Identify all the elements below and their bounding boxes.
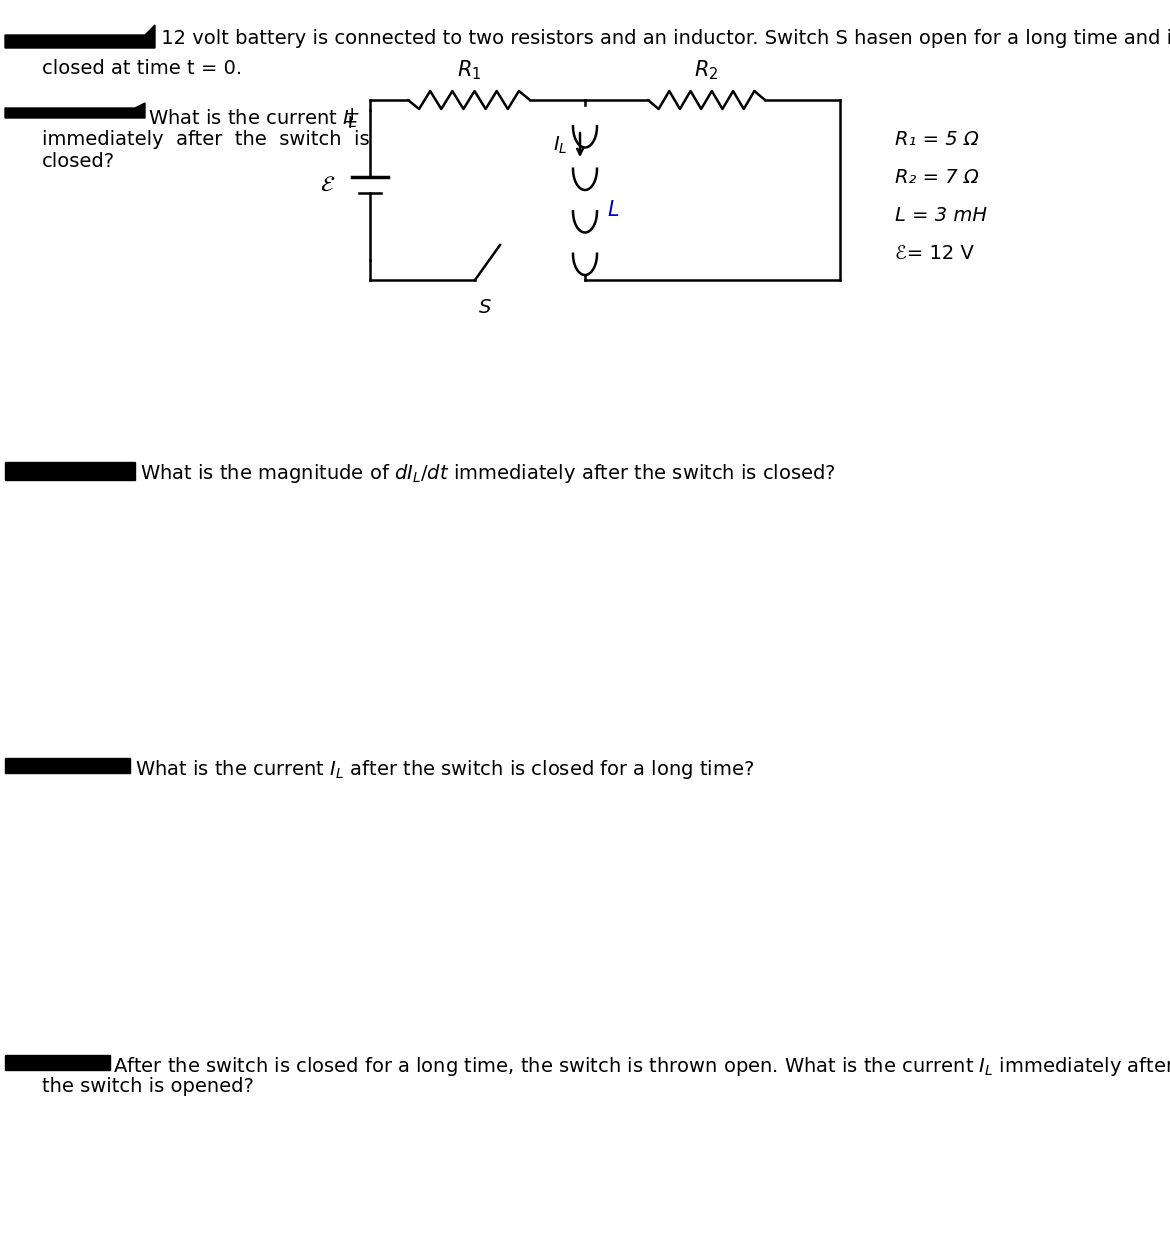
Text: What is the current $I_L$: What is the current $I_L$: [147, 107, 357, 130]
Text: $I_L$: $I_L$: [553, 134, 567, 156]
Text: L = 3 mH: L = 3 mH: [895, 206, 987, 225]
Text: closed at time t = 0.: closed at time t = 0.: [42, 59, 242, 78]
Text: $\mathcal{E}$: $\mathcal{E}$: [321, 175, 336, 195]
Text: What is the current $I_L$ after the switch is closed for a long time?: What is the current $I_L$ after the swit…: [135, 758, 755, 781]
Text: the switch is opened?: the switch is opened?: [42, 1078, 254, 1096]
Text: $S$: $S$: [479, 298, 491, 318]
Text: $R_2$: $R_2$: [694, 59, 718, 82]
Text: 12 volt battery is connected to two resistors and an inductor. Switch S hasen op: 12 volt battery is connected to two resi…: [154, 29, 1170, 48]
Text: ℰ= 12 V: ℰ= 12 V: [895, 244, 973, 262]
Polygon shape: [5, 102, 145, 118]
Text: +: +: [342, 112, 358, 131]
Polygon shape: [5, 25, 154, 48]
Text: $R_1$: $R_1$: [456, 59, 481, 82]
Text: R₁ = 5 Ω: R₁ = 5 Ω: [895, 130, 979, 149]
Polygon shape: [5, 758, 130, 772]
Polygon shape: [5, 1055, 110, 1070]
Text: After the switch is closed for a long time, the switch is thrown open. What is t: After the switch is closed for a long ti…: [113, 1055, 1170, 1078]
Text: immediately  after  the  switch  is: immediately after the switch is: [42, 130, 370, 149]
Text: R₂ = 7 Ω: R₂ = 7 Ω: [895, 168, 979, 187]
Text: closed?: closed?: [42, 152, 115, 171]
Text: What is the magnitude of $dI_L/dt$ immediately after the switch is closed?: What is the magnitude of $dI_L/dt$ immed…: [140, 462, 835, 485]
Text: +: +: [344, 105, 360, 125]
Polygon shape: [5, 462, 135, 480]
Text: $L$: $L$: [607, 200, 619, 220]
